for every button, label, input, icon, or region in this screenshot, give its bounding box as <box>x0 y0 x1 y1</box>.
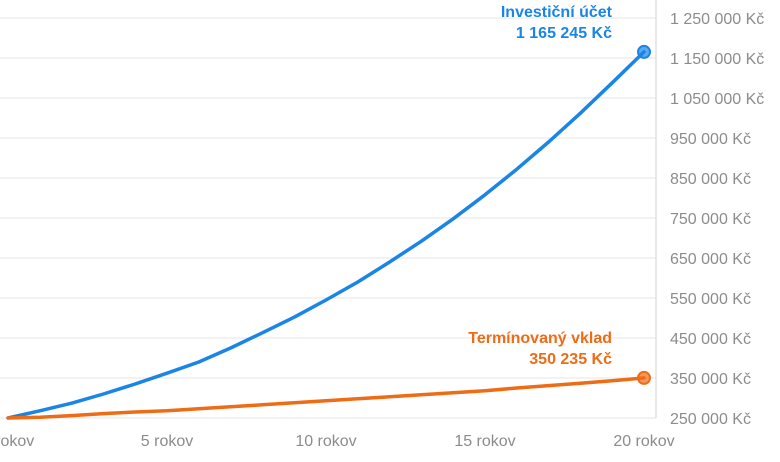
y-tick-label: 750 000 Kč <box>670 211 751 228</box>
x-axis-tick-labels: 0 rokov 5 rokov 10 rokov 15 rokov 20 rokov <box>0 433 675 450</box>
x-tick-label: 10 rokov <box>295 433 356 450</box>
series-name-label: Investiční účet <box>501 4 613 21</box>
x-tick-label: 5 rokov <box>141 433 193 450</box>
y-tick-label: 1 050 000 Kč <box>670 91 764 108</box>
series-line <box>6 376 646 420</box>
y-axis-tick-labels: 250 000 Kč 350 000 Kč 450 000 Kč 550 000 Kč… <box>670 11 764 428</box>
y-tick-label: 950 000 Kč <box>670 131 751 148</box>
data-series <box>6 44 651 420</box>
y-tick-label: 850 000 Kč <box>670 171 751 188</box>
series-line <box>6 50 646 420</box>
y-tick-label: 1 150 000 Kč <box>670 51 764 68</box>
y-tick-label: 1 250 000 Kč <box>670 11 764 28</box>
series-value-label: 350 235 Kč <box>529 351 612 368</box>
y-tick-label: 350 000 Kč <box>670 371 751 388</box>
y-tick-label: 450 000 Kč <box>670 331 751 348</box>
y-tick-label: 650 000 Kč <box>670 251 751 268</box>
x-tick-label: 20 rokov <box>613 433 674 450</box>
x-tick-label: 15 rokov <box>454 433 515 450</box>
grid-lines <box>0 0 657 419</box>
series-end-marker <box>637 44 651 59</box>
series-labels: Investiční účet 1 165 245 Kč Termínovaný v… <box>468 4 612 368</box>
series-name-label: Termínovaný vklad <box>468 330 612 347</box>
x-tick-label: 0 rokov <box>0 433 34 450</box>
y-tick-label: 250 000 Kč <box>670 411 751 428</box>
series-end-marker <box>637 370 651 385</box>
y-tick-label: 550 000 Kč <box>670 291 751 308</box>
series-value-label: 1 165 245 Kč <box>516 25 612 42</box>
